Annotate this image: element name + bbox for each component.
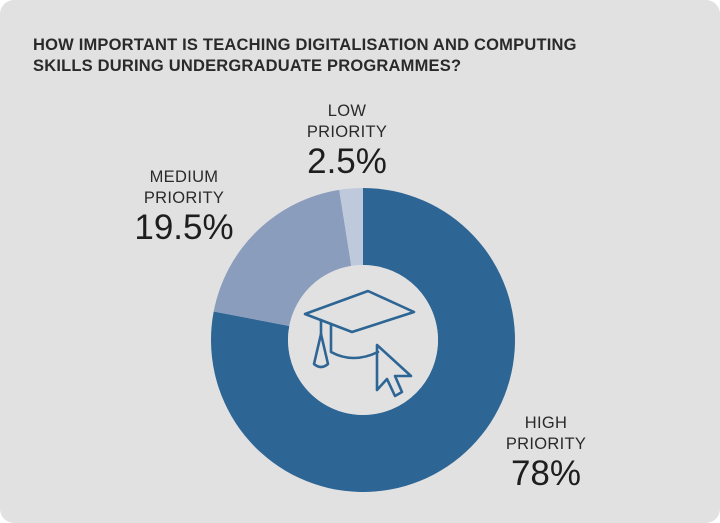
chart-title-line-1: HOW IMPORTANT IS TEACHING DIGITALISATION… bbox=[33, 36, 577, 54]
label-high-priority: HIGH PRIORITY 78% bbox=[490, 413, 602, 493]
donut-slice-high-priority bbox=[211, 188, 516, 492]
donut-slice-medium-priority bbox=[213, 189, 352, 326]
medium-priority-name-line-2: PRIORITY bbox=[143, 189, 225, 207]
low-priority-value: 2.5% bbox=[307, 142, 387, 181]
high-priority-name-line-2: PRIORITY bbox=[505, 435, 587, 453]
high-priority-value: 78% bbox=[510, 454, 582, 493]
high-priority-name-line-1: HIGH bbox=[524, 414, 568, 432]
label-low-priority: LOW PRIORITY 2.5% bbox=[292, 101, 402, 181]
chart-title-line-2: SKILLS DURING UNDERGRADUATE PROGRAMMES? bbox=[33, 57, 462, 75]
chart-title: HOW IMPORTANT IS TEACHING DIGITALISATION… bbox=[33, 35, 673, 77]
donut-slice-low-priority bbox=[339, 188, 363, 266]
label-medium-priority: MEDIUM PRIORITY 19.5% bbox=[126, 167, 242, 247]
graduation-cap-cursor-icon bbox=[303, 289, 416, 398]
medium-priority-value: 19.5% bbox=[134, 208, 234, 247]
donut-center bbox=[288, 265, 438, 415]
low-priority-name-line-1: LOW bbox=[327, 102, 367, 120]
low-priority-name-line-2: PRIORITY bbox=[306, 123, 388, 141]
medium-priority-name-line-1: MEDIUM bbox=[149, 168, 219, 186]
